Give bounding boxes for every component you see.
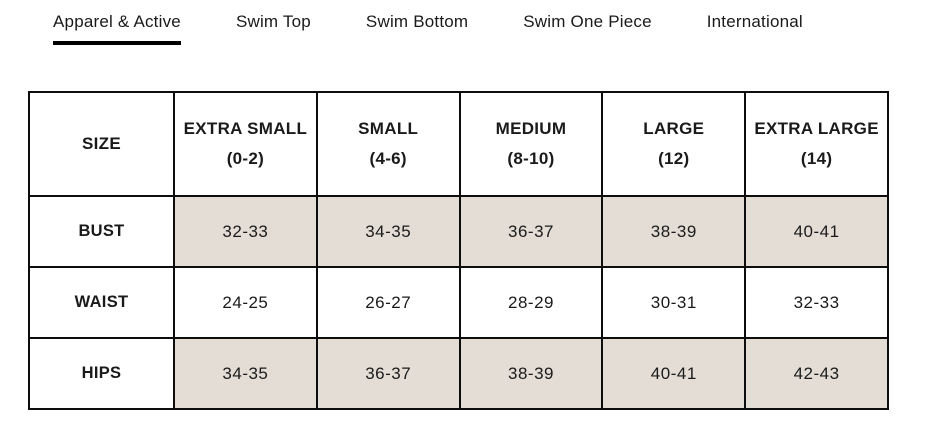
tab-swim-one-piece[interactable]: Swim One Piece xyxy=(523,12,652,31)
row-label-hips: HIPS xyxy=(28,337,175,410)
tab-apparel-active[interactable]: Apparel & Active xyxy=(53,12,181,45)
tab-swim-bottom[interactable]: Swim Bottom xyxy=(365,12,469,31)
size-chart-tabs: Apparel & Active Swim Top Swim Bottom Sw… xyxy=(53,12,803,45)
column-name: MEDIUM xyxy=(495,119,567,139)
row-label-waist: WAIST xyxy=(28,266,175,339)
table-header-row: SIZE EXTRA SMALL (0-2) SMALL (4-6) MEDIU… xyxy=(28,91,889,197)
bust-extra-small: 32-33 xyxy=(173,195,318,268)
column-range: (4-6) xyxy=(369,149,407,168)
hips-medium: 38-39 xyxy=(458,337,604,410)
column-range: (12) xyxy=(658,149,690,168)
column-range: (0-2) xyxy=(226,149,265,168)
tab-international[interactable]: International xyxy=(706,12,803,31)
bust-extra-large: 40-41 xyxy=(744,195,889,268)
waist-small: 26-27 xyxy=(315,266,461,339)
header-medium: MEDIUM (8-10) xyxy=(458,91,604,197)
column-range: (8-10) xyxy=(507,149,555,168)
bust-medium: 36-37 xyxy=(458,195,604,268)
hips-extra-small: 34-35 xyxy=(173,337,318,410)
header-extra-small: EXTRA SMALL (0-2) xyxy=(173,91,318,197)
header-small: SMALL (4-6) xyxy=(315,91,461,197)
header-large: LARGE (12) xyxy=(601,91,747,197)
header-extra-large: EXTRA LARGE (14) xyxy=(744,91,889,197)
hips-small: 36-37 xyxy=(315,337,461,410)
table-row-bust: BUST 32-33 34-35 36-37 38-39 40-41 xyxy=(28,195,889,268)
waist-large: 30-31 xyxy=(601,266,747,339)
hips-extra-large: 42-43 xyxy=(744,337,889,410)
row-label-bust: BUST xyxy=(28,195,175,268)
size-chart-table: SIZE EXTRA SMALL (0-2) SMALL (4-6) MEDIU… xyxy=(28,91,889,410)
column-name: EXTRA SMALL xyxy=(183,119,308,139)
column-name: LARGE xyxy=(643,119,705,139)
table-row-hips: HIPS 34-35 36-37 38-39 40-41 42-43 xyxy=(28,337,889,410)
waist-extra-large: 32-33 xyxy=(744,266,889,339)
hips-large: 40-41 xyxy=(601,337,747,410)
column-name: SMALL xyxy=(358,119,419,139)
bust-large: 38-39 xyxy=(601,195,747,268)
tab-swim-top[interactable]: Swim Top xyxy=(235,12,311,31)
table-row-waist: WAIST 24-25 26-27 28-29 30-31 32-33 xyxy=(28,266,889,339)
waist-extra-small: 24-25 xyxy=(173,266,318,339)
header-size: SIZE xyxy=(28,91,175,197)
bust-small: 34-35 xyxy=(315,195,461,268)
column-name: EXTRA LARGE xyxy=(754,119,879,139)
waist-medium: 28-29 xyxy=(458,266,604,339)
column-range: (14) xyxy=(800,149,833,168)
